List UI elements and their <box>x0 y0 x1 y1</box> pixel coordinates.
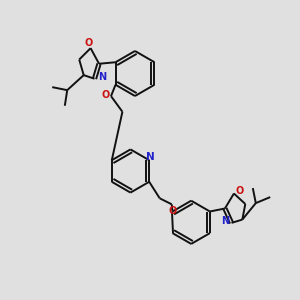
Text: O: O <box>235 186 243 196</box>
Text: N: N <box>221 215 229 226</box>
Text: O: O <box>101 90 110 100</box>
Text: N: N <box>146 152 155 162</box>
Text: O: O <box>85 38 93 48</box>
Text: N: N <box>98 72 106 82</box>
Text: O: O <box>168 206 176 216</box>
